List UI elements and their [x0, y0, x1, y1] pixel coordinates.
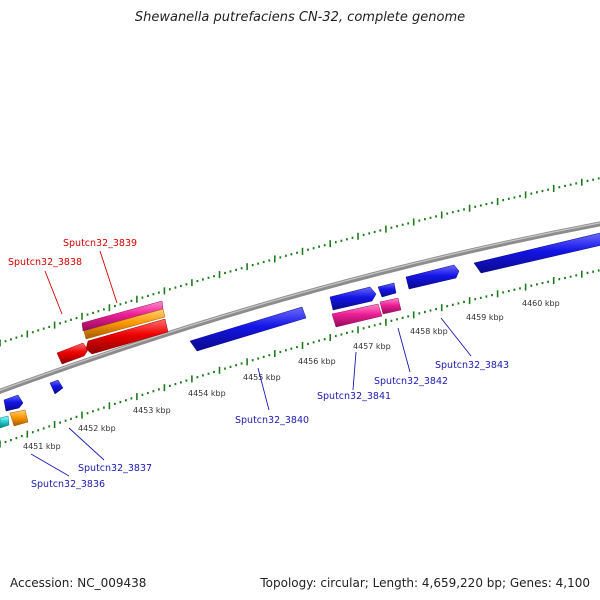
kbp-labels: 4451 kbp 4452 kbp 4453 kbp 4454 kbp 4455…	[23, 299, 560, 451]
accession-text: Accession: NC_009438	[10, 576, 147, 590]
gene-label-3838[interactable]: Sputcn32_3838	[8, 257, 82, 268]
gene-arrow-3839c[interactable]	[85, 318, 169, 355]
gene-label-3842[interactable]: Sputcn32_3842	[374, 376, 448, 387]
kbp-label: 4460 kbp	[522, 299, 560, 308]
gene-arrow-cyan[interactable]	[0, 415, 10, 429]
gene-label-3839[interactable]: Sputcn32_3839	[63, 238, 137, 249]
kbp-label: 4459 kbp	[466, 313, 504, 322]
kbp-label: 4458 kbp	[410, 327, 448, 336]
gene-labels: Sputcn32_3838 Sputcn32_3839 Sputcn32_383…	[8, 238, 509, 490]
kbp-label: 4457 kbp	[353, 342, 391, 351]
kbp-label: 4456 kbp	[298, 357, 336, 366]
gene-arrow-blue-c[interactable]	[405, 264, 460, 290]
kbp-label: 4453 kbp	[133, 406, 171, 415]
kbp-label: 4451 kbp	[23, 442, 61, 451]
gene-arrow-blue-left2[interactable]	[3, 394, 24, 412]
gene-arrow-blue-b[interactable]	[377, 282, 397, 298]
gene-arrow-3841[interactable]	[331, 303, 383, 328]
gene-label-3843[interactable]: Sputcn32_3843	[435, 360, 509, 371]
gene-arrow-3840[interactable]	[189, 306, 307, 352]
genome-backbone-highlight	[0, 222, 600, 391]
gene-arrow-orange-small[interactable]	[9, 409, 29, 427]
kbp-label: 4454 kbp	[188, 389, 226, 398]
gene-arrow-blue-a[interactable]	[329, 286, 377, 311]
gene-arrow-3838[interactable]	[56, 342, 89, 365]
gene-arrow-blue-d[interactable]	[473, 232, 600, 274]
gene-label-3840[interactable]: Sputcn32_3840	[235, 415, 309, 426]
outer-tick-row	[0, 177, 600, 347]
gene-arrow-3842[interactable]	[379, 297, 402, 315]
inner-tick-row	[0, 269, 600, 448]
genome-title: Shewanella putrefaciens CN-32, complete …	[134, 10, 466, 25]
gene-label-3836[interactable]: Sputcn32_3836	[31, 479, 105, 490]
genome-backbone	[0, 221, 600, 394]
kbp-label: 4455 kbp	[243, 373, 281, 382]
gene-arrow-3839b[interactable]	[83, 308, 166, 340]
kbp-label: 4452 kbp	[78, 424, 116, 433]
gene-label-3841[interactable]: Sputcn32_3841	[317, 391, 391, 402]
gene-label-3837[interactable]: Sputcn32_3837	[78, 463, 152, 474]
genome-summary-text: Topology: circular; Length: 4,659,220 bp…	[260, 576, 590, 590]
label-leader-lines	[30, 250, 472, 477]
gene-arrow-blue-left[interactable]	[49, 379, 64, 395]
